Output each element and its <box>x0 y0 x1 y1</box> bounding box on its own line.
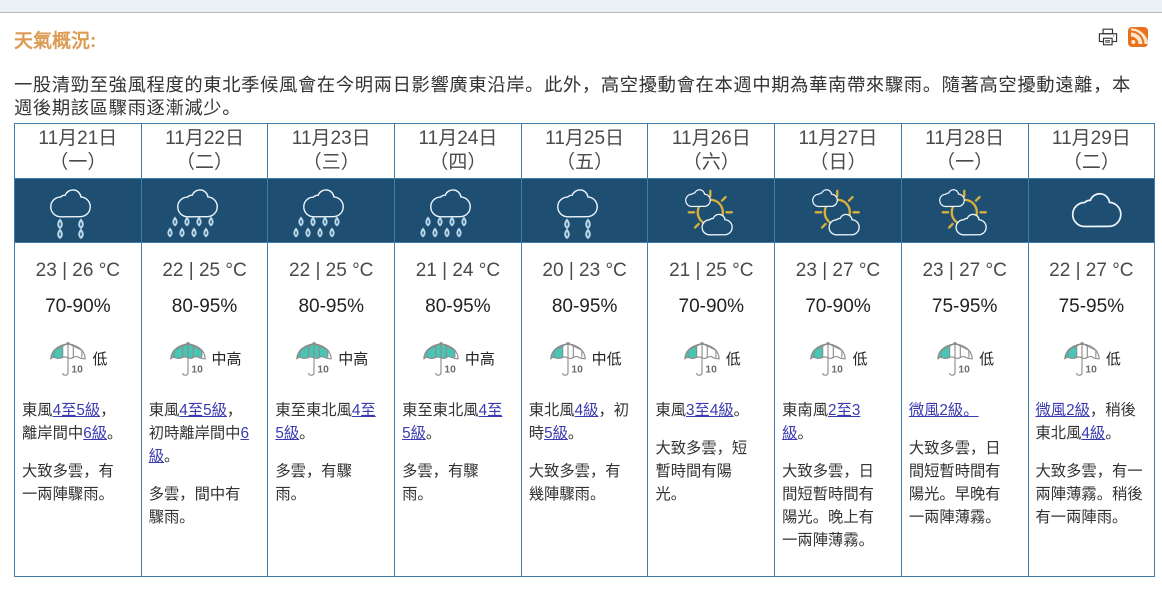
svg-text:10: 10 <box>571 365 583 376</box>
svg-text:10: 10 <box>705 365 717 376</box>
svg-text:10: 10 <box>318 365 330 376</box>
svg-text:10: 10 <box>959 365 971 376</box>
svg-text:10: 10 <box>72 365 84 376</box>
svg-text:10: 10 <box>444 365 456 376</box>
svg-text:10: 10 <box>1085 365 1097 376</box>
svg-text:10: 10 <box>191 365 203 376</box>
svg-text:10: 10 <box>832 365 844 376</box>
